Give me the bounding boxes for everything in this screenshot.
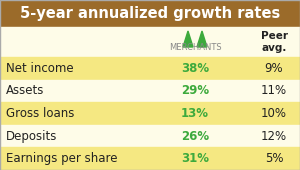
Text: 31%: 31%: [181, 152, 209, 165]
Text: 10%: 10%: [261, 107, 287, 120]
Text: MERCHANTS: MERCHANTS: [169, 43, 221, 52]
Text: 9%: 9%: [265, 62, 283, 75]
Text: Earnings per share: Earnings per share: [6, 152, 118, 165]
Text: 5-year annualized growth rates: 5-year annualized growth rates: [20, 6, 280, 21]
Text: 38%: 38%: [181, 62, 209, 75]
Bar: [0, 80, 300, 102]
Text: 26%: 26%: [181, 130, 209, 143]
Text: Assets: Assets: [6, 84, 44, 97]
Text: Deposits: Deposits: [6, 130, 57, 143]
Text: 12%: 12%: [261, 130, 287, 143]
Text: 5%: 5%: [265, 152, 283, 165]
Bar: [0, 27, 300, 57]
Polygon shape: [197, 31, 207, 47]
Bar: [0, 0, 300, 27]
Text: 11%: 11%: [261, 84, 287, 97]
Polygon shape: [183, 31, 193, 47]
Text: Peer
avg.: Peer avg.: [260, 31, 287, 53]
Bar: [0, 102, 300, 125]
Text: 13%: 13%: [181, 107, 209, 120]
Bar: [0, 125, 300, 147]
Text: 29%: 29%: [181, 84, 209, 97]
Bar: [0, 57, 300, 80]
Text: Gross loans: Gross loans: [6, 107, 74, 120]
Text: Net income: Net income: [6, 62, 74, 75]
Bar: [0, 147, 300, 170]
